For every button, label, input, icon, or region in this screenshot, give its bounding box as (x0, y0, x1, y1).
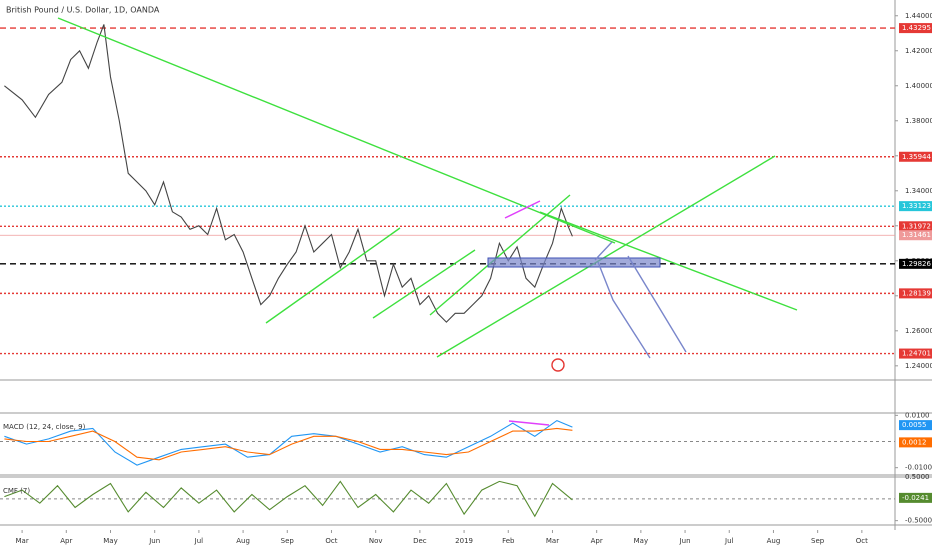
level-tag (899, 258, 932, 269)
trend-line (372, 249, 476, 319)
trend-line (539, 211, 798, 311)
x-tick-label: Apr (591, 537, 603, 545)
level-label: 1.24701 (902, 350, 931, 358)
event-icon (551, 358, 565, 372)
y-tick-label: -0.5000 (905, 517, 932, 525)
arrow (627, 255, 687, 353)
y-tick-label: -0.0100 (905, 464, 932, 472)
value-tag (899, 437, 932, 448)
trend-line (429, 194, 571, 316)
x-tick-label: Oct (856, 537, 868, 545)
x-tick-label: Jun (679, 537, 691, 545)
value-label: -0.0241 (902, 494, 929, 502)
value-tag (899, 420, 932, 431)
arrow (594, 241, 613, 261)
level-label: 1.43295 (902, 24, 931, 32)
level-tag (899, 151, 932, 162)
x-tick-label: Jul (194, 537, 204, 545)
value-label: 0.0055 (902, 421, 927, 429)
level-label: 1.29826 (902, 260, 931, 268)
y-tick-label: 1.44000 (905, 12, 932, 20)
y-tick-label: 1.42000 (905, 47, 932, 55)
y-tick-label: 1.34000 (905, 187, 932, 195)
indicator-title: MACD (12, 24, close, 9) (3, 423, 86, 431)
value-tag (899, 492, 932, 503)
trend-line (57, 17, 616, 244)
series-line (4, 480, 573, 518)
y-tick-label: 1.38000 (905, 117, 932, 125)
y-tick-label: 1.26000 (905, 327, 932, 335)
level-label: 1.35944 (902, 153, 931, 161)
level-tag (899, 23, 932, 34)
x-tick-label: May (634, 537, 648, 545)
level-label: 1.28139 (902, 289, 931, 297)
trend-line (436, 155, 776, 358)
y-tick-label: 0.0100 (905, 411, 930, 419)
trend-line (265, 227, 401, 324)
x-tick-label: Apr (60, 537, 72, 545)
level-tag (899, 201, 932, 212)
x-tick-label: May (103, 537, 117, 545)
series-line (4, 419, 573, 466)
series-line (4, 24, 573, 323)
divergence-line (504, 200, 541, 219)
x-tick-label: Nov (369, 537, 383, 545)
x-tick-label: Aug (236, 537, 250, 545)
level-label: 1.33123 (902, 202, 931, 210)
divergence-line (508, 420, 550, 426)
value-label: 0.0012 (902, 438, 927, 446)
level-label: 1.31461 (902, 231, 931, 239)
y-tick-label: 0.5000 (905, 473, 930, 481)
x-tick-label: Jun (148, 537, 160, 545)
x-tick-label: Mar (15, 537, 28, 545)
zone (487, 257, 661, 268)
level-label: 1.31972 (902, 222, 931, 230)
x-tick-label: 2019 (455, 537, 473, 545)
x-tick-label: Oct (325, 537, 337, 545)
level-tag (899, 230, 932, 241)
drawings (57, 17, 798, 426)
x-tick-label: Dec (413, 537, 427, 545)
y-tick-label: 1.40000 (905, 82, 932, 90)
level-tag (899, 221, 932, 232)
x-tick-label: Feb (502, 537, 515, 545)
indicator-title: CMF (7) (3, 487, 30, 495)
x-tick-label: Mar (546, 537, 559, 545)
chart-title: British Pound / U.S. Dollar, 1D, OANDA (6, 6, 160, 15)
series-line (4, 427, 573, 461)
x-tick-label: Sep (811, 537, 825, 545)
x-tick-label: Jul (724, 537, 734, 545)
y-tick-label: 1.24000 (905, 362, 932, 370)
x-tick-label: Sep (281, 537, 295, 545)
arrow (597, 261, 651, 359)
level-tag (899, 288, 932, 299)
level-tag (899, 348, 932, 359)
x-tick-label: Aug (767, 537, 781, 545)
